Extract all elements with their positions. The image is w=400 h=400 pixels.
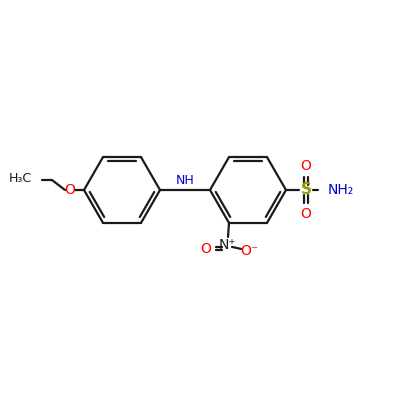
Text: NH₂: NH₂ — [328, 183, 354, 197]
Text: O: O — [200, 242, 212, 256]
Text: N⁺: N⁺ — [218, 238, 236, 252]
Text: O: O — [300, 207, 312, 221]
Text: H₃C: H₃C — [9, 172, 32, 186]
Text: S: S — [300, 182, 312, 198]
Text: NH: NH — [176, 174, 194, 188]
Text: O: O — [300, 159, 312, 173]
Text: O: O — [64, 183, 76, 197]
Text: O⁻: O⁻ — [240, 244, 258, 258]
